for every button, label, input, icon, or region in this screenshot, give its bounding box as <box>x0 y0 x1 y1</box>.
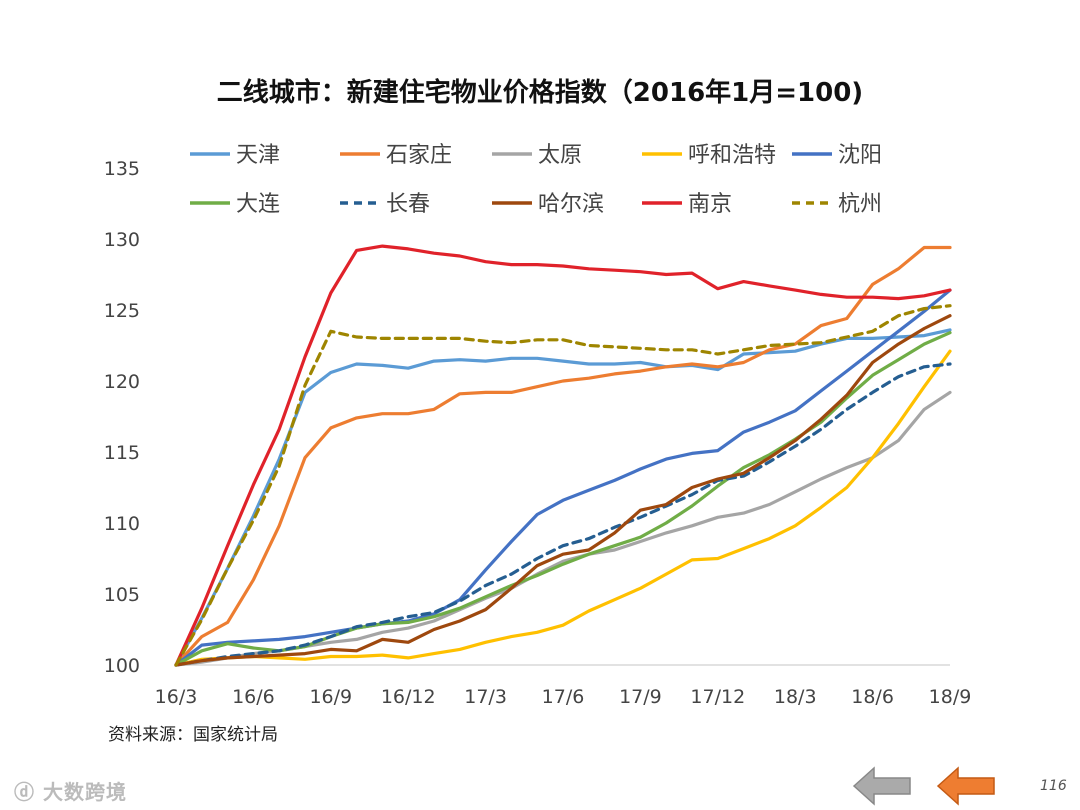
arrow-left-icon <box>852 766 911 806</box>
x-tick-label: 17/9 <box>619 686 662 708</box>
chart-title: 二线城市：新建住宅物业价格指数（2016年1月=100) <box>216 78 864 108</box>
y-tick-label: 105 <box>104 584 140 606</box>
legend-label: 长春 <box>386 192 430 217</box>
back-arrow-button[interactable] <box>852 766 912 806</box>
legend-label: 石家庄 <box>386 143 452 168</box>
x-tick-label: 16/6 <box>232 686 275 708</box>
brand-watermark: ⓓ 大数跨境 <box>14 776 127 805</box>
x-tick-label: 16/9 <box>309 686 352 708</box>
page-number: 116 <box>1040 778 1067 794</box>
series-line-呼和浩特 <box>174 349 952 667</box>
series-line-长春 <box>174 362 952 667</box>
y-tick-label: 125 <box>104 300 140 322</box>
y-tick-label: 110 <box>104 513 140 535</box>
y-tick-label: 115 <box>104 442 140 464</box>
x-tick-label: 17/6 <box>542 686 585 708</box>
legend-label: 太原 <box>538 143 582 168</box>
series-line-哈尔滨 <box>174 314 952 667</box>
legend-label: 南京 <box>688 192 732 217</box>
arrow-left-icon <box>936 766 995 806</box>
forward-arrow-button[interactable] <box>936 766 996 806</box>
x-tick-label: 17/12 <box>690 686 745 708</box>
legend-label: 沈阳 <box>838 143 882 168</box>
x-tick-label: 18/9 <box>929 686 972 708</box>
source-note: 资料来源：国家统计局 <box>108 725 278 745</box>
y-tick-label: 120 <box>104 371 140 393</box>
legend-label: 大连 <box>236 192 280 217</box>
y-tick-label: 100 <box>104 655 140 677</box>
legend-label: 杭州 <box>838 192 882 217</box>
brand-logo-icon: ⓓ <box>14 780 35 804</box>
x-tick-label: 16/3 <box>155 686 198 708</box>
legend-label: 哈尔滨 <box>538 192 604 217</box>
x-tick-label: 18/6 <box>851 686 894 708</box>
x-tick-label: 18/3 <box>774 686 817 708</box>
series-line-杭州 <box>174 304 952 667</box>
brand-text: 大数跨境 <box>42 780 127 804</box>
series-line-沈阳 <box>174 288 952 667</box>
legend-label: 呼和浩特 <box>688 143 776 168</box>
x-tick-label: 17/3 <box>464 686 507 708</box>
legend-label: 天津 <box>236 143 280 168</box>
series-line-南京 <box>174 244 952 667</box>
x-tick-label: 16/12 <box>381 686 436 708</box>
y-tick-label: 135 <box>104 158 140 180</box>
y-tick-label: 130 <box>104 229 140 251</box>
series-line-石家庄 <box>174 245 952 667</box>
